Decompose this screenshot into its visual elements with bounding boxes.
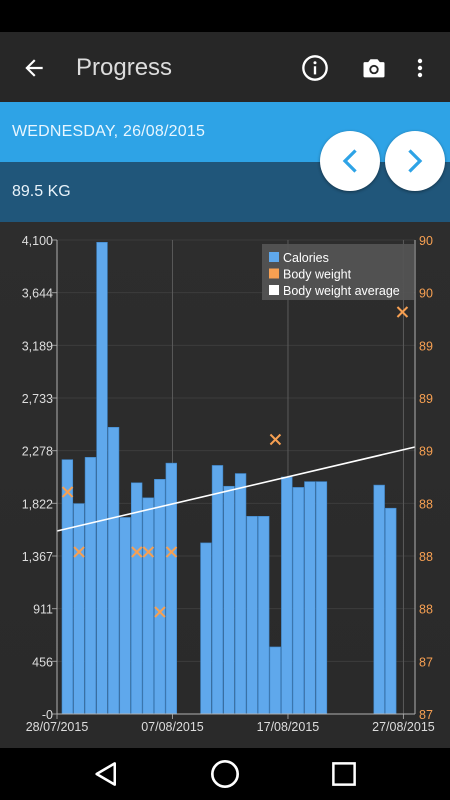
left-axis-label: 2,733	[22, 392, 53, 406]
right-axis-label: 90	[419, 234, 433, 248]
left-axis-label: 911	[33, 603, 53, 617]
legend-label: Body weight	[283, 268, 352, 282]
left-axis-label: 1,822	[22, 497, 53, 511]
calorie-bar	[258, 516, 270, 715]
calorie-bar	[200, 542, 212, 715]
selected-date: WEDNESDAY, 26/08/2015	[12, 123, 206, 140]
previous-day-button[interactable]	[320, 131, 380, 191]
app-bar: Progress	[0, 32, 450, 102]
right-axis-label: 89	[419, 339, 433, 353]
right-axis-label: 90	[419, 287, 433, 301]
body-weight-point	[269, 433, 282, 446]
left-axis-label: 456	[32, 655, 53, 669]
left-axis-label: 3,644	[22, 287, 53, 301]
status-bar	[0, 0, 450, 32]
x-axis-label: 28/07/2015	[26, 720, 89, 734]
legend-label: Calories	[283, 251, 329, 265]
right-axis-label: 87	[419, 655, 433, 669]
calorie-bar	[119, 517, 131, 715]
calorie-bar	[96, 242, 108, 715]
chevron-right-icon	[408, 149, 423, 173]
page-title: Progress	[76, 54, 173, 81]
x-axis-label: 17/08/2015	[257, 720, 320, 734]
calorie-bar	[223, 485, 235, 715]
left-axis-label: -0	[42, 708, 53, 722]
arrow-left-icon[interactable]	[16, 50, 52, 86]
right-axis-label: 89	[419, 445, 433, 459]
system-nav-bar	[0, 748, 450, 800]
body-weight-point	[61, 486, 74, 498]
weight-bar: 89.5 KG	[0, 162, 450, 222]
calorie-bar	[165, 462, 177, 715]
calorie-bar	[211, 465, 224, 715]
calorie-bar	[84, 457, 97, 715]
calorie-bar	[373, 484, 385, 715]
current-weight: 89.5 KG	[12, 183, 71, 200]
left-axis-label: 1,367	[22, 550, 53, 564]
legend-swatch	[269, 252, 279, 262]
circle-home-icon[interactable]	[205, 756, 245, 792]
info-icon[interactable]	[297, 50, 333, 86]
calorie-bar	[304, 481, 316, 715]
calorie-bar	[234, 473, 247, 715]
x-axis-label: 27/08/2015	[372, 720, 435, 734]
body-weight-point	[142, 546, 155, 558]
chevron-left-icon	[342, 149, 357, 173]
body-weight-point	[73, 546, 85, 558]
camera-icon[interactable]	[356, 50, 392, 86]
calorie-bar	[61, 459, 74, 715]
left-axis-label: 2,278	[22, 445, 53, 459]
square-recents-icon[interactable]	[324, 756, 364, 792]
calorie-bar	[130, 482, 143, 715]
body-weight-point	[131, 546, 143, 558]
progress-chart: 4,100 3,644 3,189 2,733 2,278 1,822 1,367 911 45…	[0, 222, 450, 748]
legend-label: Body weight average	[283, 284, 400, 298]
right-axis-label: 87	[419, 708, 433, 722]
legend-swatch	[269, 268, 279, 279]
calorie-bar	[73, 503, 85, 715]
body-weight-point	[165, 546, 178, 558]
left-axis-label: 4,100	[22, 234, 53, 248]
left-axis-label: 3,189	[22, 339, 53, 353]
calorie-bar	[281, 476, 293, 715]
triangle-back-icon[interactable]	[86, 756, 126, 792]
calorie-bar	[154, 479, 166, 715]
right-axis-label: 88	[419, 550, 433, 564]
calorie-bar	[107, 426, 120, 715]
calorie-bar	[292, 487, 305, 715]
legend-swatch	[269, 285, 279, 295]
body-weight-point	[396, 306, 409, 318]
calorie-bar	[246, 516, 258, 715]
next-day-button[interactable]	[385, 131, 445, 191]
calorie-bar	[142, 497, 154, 715]
calorie-bar	[385, 507, 397, 715]
right-axis-label: 88	[419, 497, 433, 511]
right-axis-label: 89	[419, 392, 433, 406]
chart-canvas: 4,100 3,644 3,189 2,733 2,278 1,822 1,367 911 45…	[22, 234, 435, 734]
calorie-bar	[315, 481, 328, 715]
more-vert-icon[interactable]	[402, 50, 438, 86]
right-axis-label: 88	[419, 603, 433, 617]
body-weight-point	[154, 606, 166, 618]
calorie-bar	[269, 646, 281, 715]
body-weight-average-line	[56, 446, 416, 532]
x-axis-label: 07/08/2015	[141, 720, 204, 734]
chart-legend	[262, 244, 414, 300]
date-bar: WEDNESDAY, 26/08/2015	[0, 102, 450, 162]
